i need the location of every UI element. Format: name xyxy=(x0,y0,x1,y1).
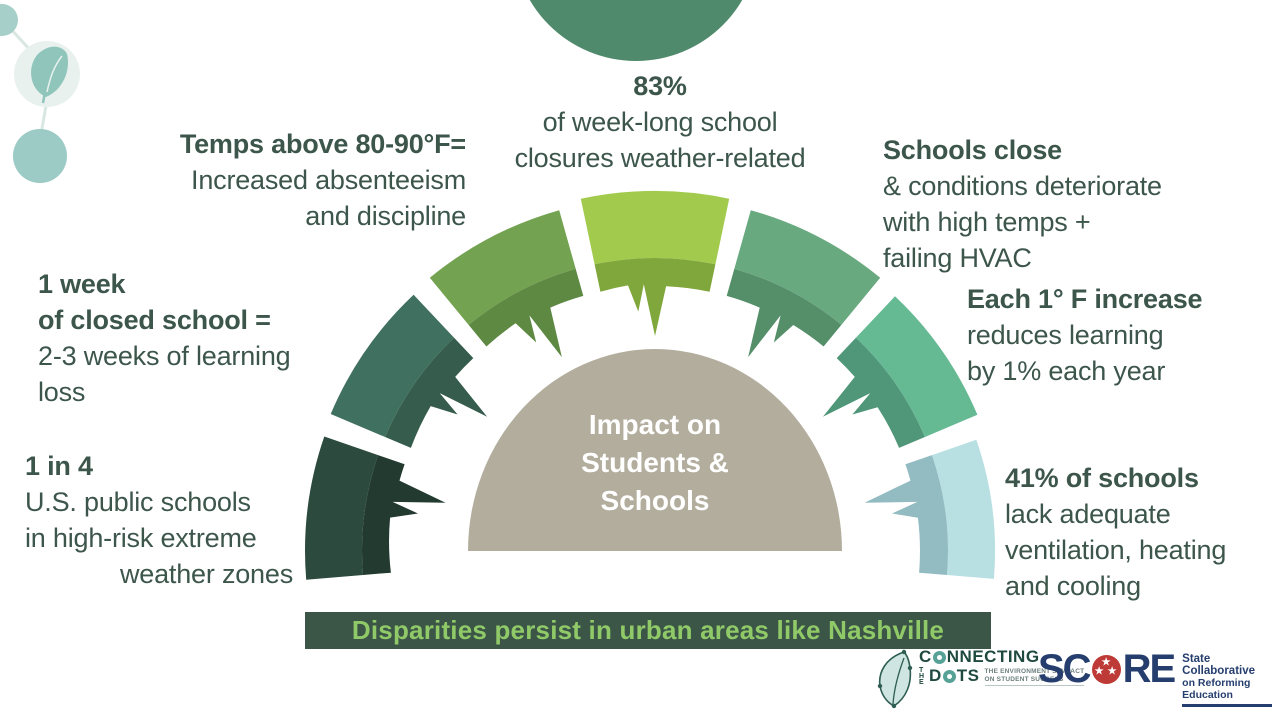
callout-forty-one-title: 41% of schools xyxy=(1005,463,1199,493)
wedge-schools-close xyxy=(734,210,881,325)
wedge-closures-band xyxy=(594,258,716,336)
star-icon: ★ xyxy=(1094,665,1104,677)
score-word-part: SC xyxy=(1038,647,1092,691)
callout-one-in-four-line: U.S. public schools xyxy=(25,487,251,517)
ctd-word-part: TS xyxy=(956,666,980,685)
connecting-the-dots-logo: C NNECTING THE D TS THE ENVIRONMENT'S IMPA… xyxy=(874,647,1085,710)
score-tagline-line: State Collaborative xyxy=(1182,653,1256,677)
wedge-one-week xyxy=(330,294,455,437)
callout-forty-one-line: lack adequate xyxy=(1005,499,1171,529)
callout-temps-line: Increased absenteeism xyxy=(191,165,466,195)
callout-schools-close-line: & conditions deteriorate xyxy=(883,171,1162,201)
deco-circle-solid xyxy=(13,129,67,183)
callout-one-in-four: 1 in 4 U.S. public schools in high-risk … xyxy=(25,448,293,592)
callout-one-week-title: 1 week xyxy=(38,269,126,299)
ctd-leaf-icon xyxy=(877,649,913,709)
callout-schools-close-line: failing HVAC xyxy=(883,243,1032,273)
ctd-dot-o-icon xyxy=(932,650,946,664)
ctd-tagline: THE ENVIRONMENT'S IMPACT ON STUDENT SUCC… xyxy=(984,668,1085,686)
callout-degree-increase: Each 1° F increase reduces learning by 1… xyxy=(967,281,1203,389)
ctd-tagline-line: THE ENVIRONMENT'S IMPACT xyxy=(984,668,1085,675)
star-icon: ★ xyxy=(1107,665,1117,677)
ctd-word-part: NNECTING xyxy=(946,647,1040,666)
score-tagline-line: on Reforming Education xyxy=(1182,677,1251,701)
wedge-one-week-band xyxy=(385,337,488,448)
callout-one-in-four-line: weather zones xyxy=(119,559,293,589)
callout-one-week: 1 week of closed school = 2-3 weeks of l… xyxy=(38,266,291,410)
callout-one-week-line: loss xyxy=(38,377,86,407)
callout-forty-one-line: and cooling xyxy=(1005,571,1141,601)
score-wordmark: SC ★ ★ ★ RE xyxy=(1038,647,1177,691)
score-underline xyxy=(1182,704,1272,707)
score-word-part: RE xyxy=(1122,647,1177,691)
ctd-wordmark: C NNECTING THE D TS THE ENVIRONMENT'S IMPA… xyxy=(919,647,1085,686)
ctd-the-label: THE xyxy=(919,667,925,686)
callout-temps-line: and discipline xyxy=(305,201,466,231)
wedge-schools-close-band xyxy=(726,268,842,358)
score-tristar-icon: ★ ★ ★ xyxy=(1091,654,1121,684)
callout-temps-title: Temps above 80-90°F= xyxy=(179,129,466,159)
callout-forty-one-percent: 41% of schools lack adequate ventilation… xyxy=(1005,460,1226,604)
wedge-degree xyxy=(855,296,978,437)
ctd-tagline-line: ON STUDENT SUCCESS xyxy=(984,675,1064,683)
wedge-one-in-four xyxy=(305,436,379,580)
callout-one-in-four-line: in high-risk extreme xyxy=(25,523,257,553)
wedge-forty-one-band xyxy=(864,455,948,575)
wedge-one-in-four-band xyxy=(362,455,446,575)
callout-one-in-four-title: 1 in 4 xyxy=(25,451,93,481)
callout-schools-close: Schools close & conditions deteriorate w… xyxy=(883,132,1162,276)
score-logo: SC ★ ★ ★ RE State Collaborative on Refor… xyxy=(1038,647,1272,707)
ctd-dot-o-icon xyxy=(942,669,956,683)
wedge-closures xyxy=(580,190,730,265)
callout-closures: 83% of week-long school closures weather… xyxy=(430,68,890,176)
center-title-line: Schools xyxy=(600,485,710,516)
wedge-temps xyxy=(429,210,576,325)
callout-temps: Temps above 80-90°F= Increased absenteei… xyxy=(180,126,466,234)
top-circle xyxy=(529,0,743,61)
center-semicircle xyxy=(468,349,842,551)
callout-degree-line: by 1% each year xyxy=(967,356,1166,386)
wedge-forty-one xyxy=(931,439,996,579)
callout-closures-line: closures weather-related xyxy=(514,143,806,173)
callout-degree-title: Each 1° F increase xyxy=(967,284,1203,314)
wedge-degree-band xyxy=(822,337,925,448)
callout-one-week-title: of closed school = xyxy=(38,305,271,335)
callout-degree-line: reduces learning xyxy=(967,320,1164,350)
callout-closures-title: 83% xyxy=(633,71,687,101)
center-title-line: Students & xyxy=(581,447,729,478)
callout-schools-close-title: Schools close xyxy=(883,135,1062,165)
center-title: Impact on Students & Schools xyxy=(480,406,830,520)
callout-closures-line: of week-long school xyxy=(542,107,778,137)
wedge-temps-band xyxy=(468,268,584,358)
callout-schools-close-line: with high temps + xyxy=(883,207,1091,237)
deco-leaf-vein xyxy=(46,55,63,93)
star-icon: ★ xyxy=(1101,656,1111,668)
disparities-banner: Disparities persist in urban areas like … xyxy=(305,612,991,649)
score-tagline: State Collaborative on Reforming Educati… xyxy=(1182,653,1272,707)
callout-one-week-line: 2-3 weeks of learning xyxy=(38,341,291,371)
ctd-word-part: C xyxy=(919,647,932,666)
ctd-word-part: D xyxy=(929,666,942,685)
center-title-line: Impact on xyxy=(588,409,722,440)
callout-forty-one-line: ventilation, heating xyxy=(1005,535,1227,565)
deco-circle-small xyxy=(0,4,18,36)
